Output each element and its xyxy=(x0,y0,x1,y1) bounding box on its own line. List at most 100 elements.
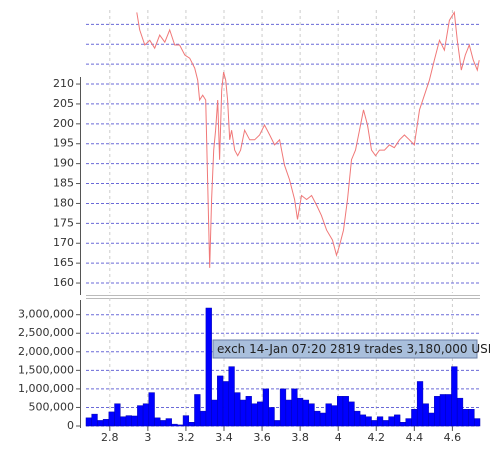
volume-bar xyxy=(182,415,190,427)
y-tick-label: 170 xyxy=(53,236,74,249)
y-tick-label: 200 xyxy=(53,117,74,130)
x-tick-label: 3.6 xyxy=(253,431,271,444)
volume-bar xyxy=(474,418,481,427)
volume-bar xyxy=(228,366,235,427)
y-tick-label: 500,000 xyxy=(29,400,75,413)
volume-bar xyxy=(177,424,184,427)
volume-bar xyxy=(308,403,315,427)
volume-bar xyxy=(388,416,395,427)
volume-bar xyxy=(194,394,201,427)
x-tick-label: 4 xyxy=(335,431,342,444)
volume-bar xyxy=(120,416,127,427)
volume-bar xyxy=(211,399,218,427)
volume-bar xyxy=(325,403,332,427)
volume-bar xyxy=(291,388,298,427)
volume-bar xyxy=(262,388,269,427)
volume-bar xyxy=(462,409,469,427)
volume-bar xyxy=(468,409,475,427)
y-tick-label: 160 xyxy=(53,276,74,289)
volume-bar xyxy=(97,420,104,427)
y-tick-label: 1,500,000 xyxy=(18,363,74,376)
volume-bar xyxy=(331,405,338,427)
volume-bar xyxy=(297,397,304,427)
volume-bar xyxy=(314,410,321,427)
tooltip-text: exch 14-Jan 07:20 2819 trades 3,180,000 … xyxy=(217,342,490,356)
volume-bar xyxy=(451,366,458,427)
volume-bar xyxy=(159,420,167,427)
volume-bar xyxy=(268,407,275,427)
volume-bar xyxy=(217,375,224,427)
y-tick-label: 205 xyxy=(53,97,74,110)
y-tick-label: 190 xyxy=(53,157,74,170)
volume-bar xyxy=(394,414,401,427)
volume-bar xyxy=(279,388,287,427)
volume-bar xyxy=(165,418,172,427)
volume-bar xyxy=(416,381,424,427)
volume-bar xyxy=(102,419,110,427)
x-tick-label: 3.4 xyxy=(215,431,233,444)
volume-bar xyxy=(85,417,92,427)
y-tick-label: 210 xyxy=(53,77,74,90)
volume-bar xyxy=(445,394,452,427)
x-tick-label: 3.8 xyxy=(291,431,309,444)
volume-bar xyxy=(336,396,344,427)
volume-bar xyxy=(456,397,464,427)
volume-bar xyxy=(354,410,361,427)
volume-bar xyxy=(125,415,132,427)
y-tick-label: 175 xyxy=(53,216,74,229)
volume-bar xyxy=(371,420,378,427)
tooltip-box xyxy=(212,339,478,359)
x-tick-label: 3 xyxy=(144,431,151,444)
volume-bar xyxy=(319,412,327,427)
y-tick-label: 1,000,000 xyxy=(18,382,74,395)
volume-bar xyxy=(154,417,161,427)
y-tick-label: 3,000,000 xyxy=(18,308,74,321)
volume-bar xyxy=(342,396,349,427)
tooltip: exch 14-Jan 07:20 2819 trades 3,180,000 … xyxy=(212,339,490,359)
volume-bar xyxy=(302,399,309,427)
volume-bar xyxy=(422,403,429,427)
volume-bar xyxy=(245,396,252,427)
x-tick-label: 2.8 xyxy=(101,431,119,444)
y-tick-label: 2,000,000 xyxy=(18,345,74,358)
y-tick-label: 180 xyxy=(53,196,74,209)
volume-bar xyxy=(137,405,144,427)
x-tick-label: 4.6 xyxy=(444,431,462,444)
volume-bar xyxy=(234,392,241,427)
volume-bar xyxy=(428,412,435,427)
y-tick-label: 195 xyxy=(53,137,74,150)
x-tick-label: 4.2 xyxy=(368,431,386,444)
volume-bar xyxy=(239,399,247,427)
volume-bar xyxy=(399,422,407,427)
x-tick-label: 4.4 xyxy=(406,431,424,444)
volume-bar xyxy=(188,422,195,427)
volume-bar xyxy=(359,414,367,427)
volume-bar xyxy=(365,416,372,427)
volume-bar xyxy=(148,392,155,427)
volume-bar xyxy=(411,409,418,427)
volume-bar xyxy=(199,410,207,427)
volume-bar xyxy=(348,401,355,427)
volume-bar xyxy=(108,411,115,427)
y-tick-label: 0 xyxy=(67,419,74,432)
volume-bar xyxy=(405,418,412,427)
volume-bar xyxy=(205,307,212,427)
volume-bar xyxy=(257,401,264,427)
x-tick-label: 3.2 xyxy=(177,431,195,444)
y-tick-label: 165 xyxy=(53,256,74,269)
volume-bar xyxy=(274,420,281,427)
volume-bar xyxy=(376,416,384,427)
volume-bar xyxy=(131,415,138,427)
y-tick-label: 2,500,000 xyxy=(18,326,74,339)
volume-bar xyxy=(434,396,441,427)
price-line xyxy=(136,10,480,268)
volume-bar xyxy=(285,399,292,427)
volume-bar xyxy=(382,420,389,427)
volume-bar xyxy=(439,394,446,427)
volume-bar xyxy=(91,413,98,427)
volume-bar xyxy=(222,381,230,427)
y-tick-label: 185 xyxy=(53,177,74,190)
volume-bar xyxy=(142,403,150,427)
volume-bar xyxy=(114,403,121,427)
